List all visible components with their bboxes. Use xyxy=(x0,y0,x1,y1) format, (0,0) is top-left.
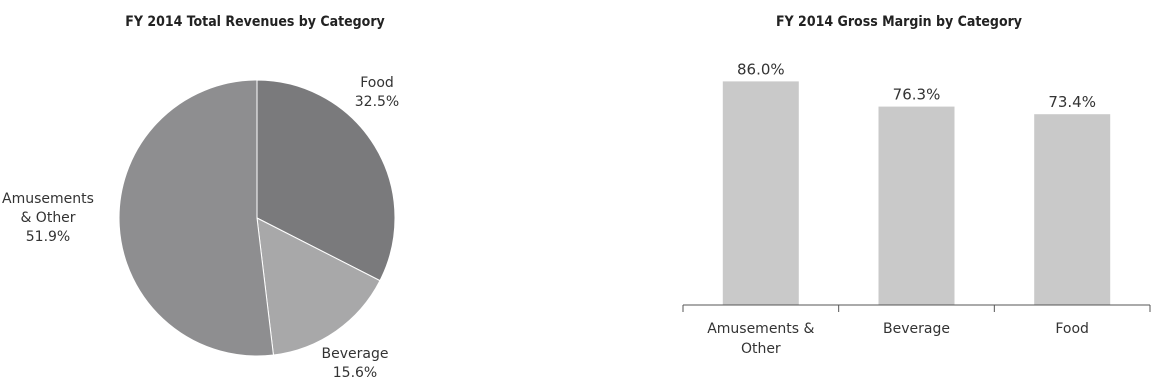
pie-chart-title: FY 2014 Total Revenues by Category xyxy=(125,14,385,30)
pie-value-beverage: 15.6% xyxy=(333,365,377,381)
pie-chart: Food 32.5% Beverage 15.6% Amusements & Other 5… xyxy=(2,75,399,381)
pie-label-amusements-other: Amusements xyxy=(2,191,94,207)
pie-label-food: Food xyxy=(360,75,394,91)
pie-value-amusements-other: 51.9% xyxy=(26,229,70,245)
bar-value-amusements-other: 86.0% xyxy=(737,60,785,78)
bar-value-beverage: 76.3% xyxy=(893,86,941,104)
bar-value-food: 73.4% xyxy=(1048,93,1096,111)
pie-slice-food xyxy=(256,79,396,282)
bar-category-label-beverage: Beverage xyxy=(883,321,950,337)
pie-slice-beverage xyxy=(256,217,381,356)
bar-chart-title: FY 2014 Gross Margin by Category xyxy=(776,14,1022,30)
bar-category-label-food: Food xyxy=(1055,321,1089,337)
bar-chart: 86.0% Amusements & Other 76.3% Beverage 73.4%… xyxy=(682,60,1151,357)
pie-slice-amusements-other xyxy=(118,79,274,357)
bar-category-label-amusements-other: Amusements & xyxy=(707,321,814,337)
bar-beverage xyxy=(878,106,955,305)
bar-food xyxy=(1034,114,1111,305)
pie-label-beverage: Beverage xyxy=(322,346,389,362)
bar-category-label-amusements-other: Other xyxy=(741,341,781,357)
pie-label-amusements-other: & Other xyxy=(20,210,75,226)
bar-amusements-other xyxy=(722,81,799,306)
pie-value-food: 32.5% xyxy=(355,94,399,110)
